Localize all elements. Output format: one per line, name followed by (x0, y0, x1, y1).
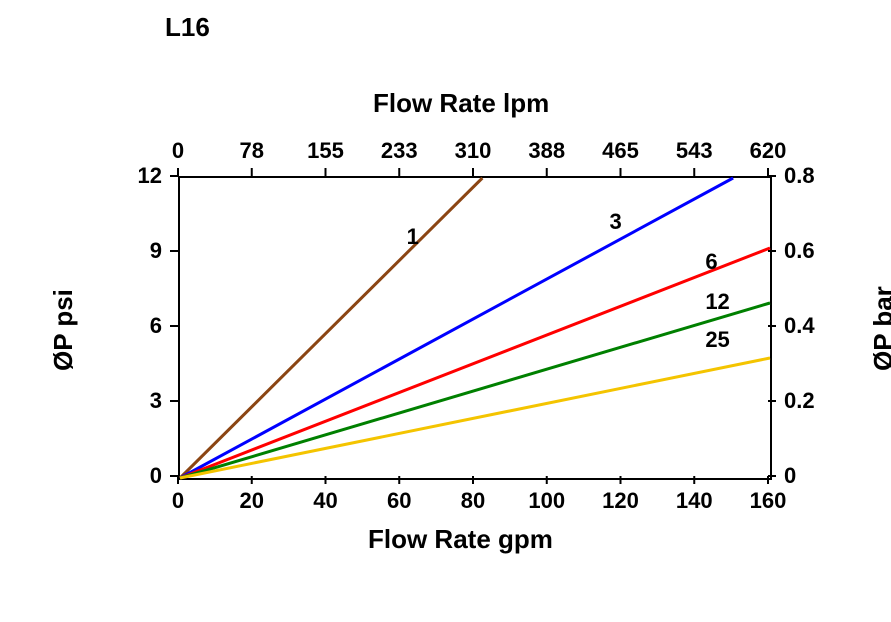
y-right-tick-label: 0.2 (784, 388, 844, 414)
x-bottom-tick-label: 120 (596, 488, 646, 514)
x-top-tick-label: 155 (296, 138, 356, 164)
y-left-tick-label: 9 (112, 238, 162, 264)
x-top-tick-label: 620 (738, 138, 798, 164)
x-top-tick-label: 0 (148, 138, 208, 164)
y-left-tick-label: 12 (112, 163, 162, 189)
y-right-tick-label: 0.4 (784, 313, 844, 339)
x-bottom-tick-label: 20 (227, 488, 277, 514)
x-top-tick-label: 233 (369, 138, 429, 164)
x-bottom-tick-label: 40 (301, 488, 351, 514)
x-bottom-tick-label: 100 (522, 488, 572, 514)
x-top-tick-label: 388 (517, 138, 577, 164)
y-right-tick-label: 0.8 (784, 163, 844, 189)
y-left-tick-label: 3 (112, 388, 162, 414)
x-bottom-tick-label: 160 (743, 488, 793, 514)
x-bottom-tick-label: 60 (374, 488, 424, 514)
y-left-tick-label: 6 (112, 313, 162, 339)
x-bottom-tick-label: 140 (669, 488, 719, 514)
y-right-tick-label: 0 (784, 463, 844, 489)
y-right-tick-label: 0.6 (784, 238, 844, 264)
series-label: 6 (705, 249, 717, 275)
x-top-tick-label: 543 (664, 138, 724, 164)
x-top-tick-label: 78 (222, 138, 282, 164)
x-bottom-tick-label: 0 (153, 488, 203, 514)
tick-svg (0, 0, 891, 622)
x-top-tick-label: 465 (591, 138, 651, 164)
series-label: 3 (609, 209, 621, 235)
x-bottom-tick-label: 80 (448, 488, 498, 514)
series-label: 12 (705, 289, 729, 315)
y-left-tick-label: 0 (112, 463, 162, 489)
series-label: 25 (705, 327, 729, 353)
series-label: 1 (407, 224, 419, 250)
x-top-tick-label: 310 (443, 138, 503, 164)
